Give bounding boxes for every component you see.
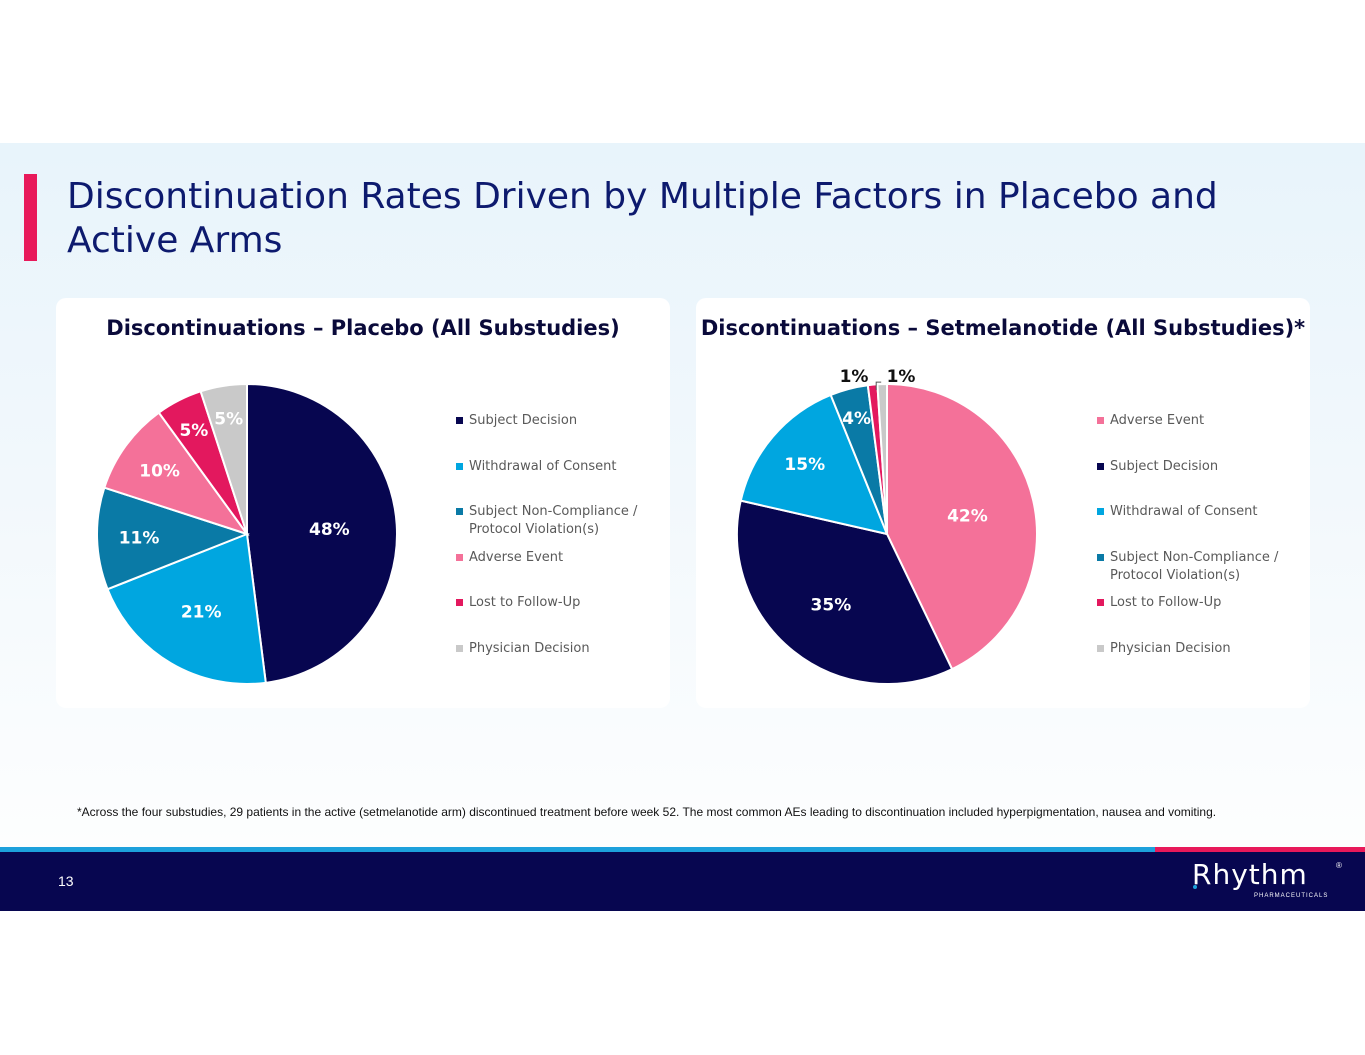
- legend-swatch: [1097, 554, 1104, 561]
- data-label-subject-decision: 48%: [309, 520, 350, 540]
- pie-slice-subject-decision: [246, 382, 398, 684]
- page-number: 13: [58, 873, 74, 889]
- data-label-lost-to-follow-up: 1%: [840, 367, 869, 387]
- legend-label: Physician Decision: [1110, 641, 1231, 656]
- setmelanotide-chart-panel: Discontinuations – Setmelanotide (All Su…: [696, 298, 1310, 708]
- legend-swatch: [1097, 417, 1104, 424]
- pie-slice-withdrawal-of-consent: [106, 532, 267, 685]
- legend-label: Withdrawal of Consent: [469, 459, 617, 474]
- pie-slice-physician-decision: [876, 382, 888, 535]
- data-label-lost-to-follow-up: 5%: [179, 421, 208, 441]
- legend-item-withdrawal-of-consent: Withdrawal of Consent: [456, 458, 656, 476]
- legend-item-lost-to-follow-up: Lost to Follow-Up: [456, 594, 656, 612]
- data-label-withdrawal-of-consent: 21%: [181, 602, 222, 622]
- leader-line: [875, 381, 882, 391]
- legend-swatch: [456, 645, 463, 652]
- setmelanotide-chart-title: Discontinuations – Setmelanotide (All Su…: [700, 316, 1306, 340]
- legend-label: Subject Non-Compliance / Protocol Violat…: [1110, 550, 1279, 583]
- placebo-chart-title: Discontinuations – Placebo (All Substudi…: [106, 316, 620, 340]
- logo-dot-icon: [1193, 885, 1197, 889]
- setmelanotide-pie-chart: 42% 35% 15% 4% 1% 1%: [736, 367, 1038, 685]
- legend-label: Withdrawal of Consent: [1110, 504, 1258, 519]
- data-label-subject-decision: 35%: [811, 595, 852, 615]
- pie-slice-adverse-event: [886, 382, 1038, 671]
- data-label-subject-non-compliance-protocol-violation-s: 4%: [842, 409, 871, 429]
- legend-item-physician-decision: Physician Decision: [1097, 640, 1297, 658]
- pie-slice-subject-non-compliance-protocol-violation-s: [96, 486, 250, 591]
- slide-title: Discontinuation Rates Driven by Multiple…: [67, 176, 1218, 261]
- legend-item-withdrawal-of-consent: Withdrawal of Consent: [1097, 503, 1297, 521]
- legend-label: Subject Non-Compliance / Protocol Violat…: [469, 504, 638, 537]
- footnote: *Across the four substudies, 29 patients…: [77, 805, 1217, 819]
- placebo-chart-panel: Discontinuations – Placebo (All Substudi…: [56, 298, 670, 708]
- legend-swatch: [1097, 463, 1104, 470]
- legend-item-subject-non-compliance-protocol-violation-s: Subject Non-Compliance / Protocol Violat…: [1097, 549, 1297, 585]
- legend-item-physician-decision: Physician Decision: [456, 640, 656, 658]
- data-label-subject-non-compliance-protocol-violation-s: 11%: [119, 528, 160, 548]
- logo-name: Rhythm: [1192, 858, 1308, 891]
- pie-slice-subject-decision: [736, 499, 954, 685]
- pie-slice-adverse-event: [103, 411, 250, 536]
- data-label-withdrawal-of-consent: 15%: [784, 455, 825, 475]
- legend-swatch: [456, 463, 463, 470]
- legend-label: Adverse Event: [469, 550, 564, 565]
- legend-label: Lost to Follow-Up: [469, 595, 581, 610]
- legend-swatch: [1097, 508, 1104, 515]
- data-label-adverse-event: 10%: [139, 462, 180, 482]
- legend-label: Adverse Event: [1110, 413, 1205, 428]
- footer-blue-line: [0, 847, 1155, 852]
- rhythm-logo: Rhythm ® PHARMACEUTICALS: [1192, 859, 1342, 903]
- logo-subtitle: PHARMACEUTICALS: [1254, 893, 1329, 899]
- legend-swatch: [456, 554, 463, 561]
- legend-label: Subject Decision: [1110, 459, 1219, 474]
- legend-item-adverse-event: Adverse Event: [1097, 412, 1297, 430]
- legend-label: Subject Decision: [469, 413, 578, 428]
- logo-registered-mark: ®: [1336, 861, 1342, 870]
- legend-swatch: [456, 508, 463, 515]
- pie-slice-physician-decision: [199, 382, 248, 535]
- slide: Discontinuation Rates Driven by Multiple…: [0, 143, 1365, 911]
- pie-slice-withdrawal-of-consent: [739, 393, 889, 536]
- legend-label: Lost to Follow-Up: [1110, 595, 1222, 610]
- title-accent-bar: [24, 174, 37, 261]
- legend-item-adverse-event: Adverse Event: [456, 549, 656, 567]
- data-label-physician-decision: 5%: [214, 409, 243, 429]
- legend-item-lost-to-follow-up: Lost to Follow-Up: [1097, 594, 1297, 612]
- data-label-adverse-event: 42%: [947, 507, 988, 527]
- legend-item-subject-decision: Subject Decision: [1097, 458, 1297, 476]
- legend-swatch: [456, 417, 463, 424]
- legend-item-subject-decision: Subject Decision: [456, 412, 656, 430]
- legend-item-subject-non-compliance-protocol-violation-s: Subject Non-Compliance / Protocol Violat…: [456, 503, 656, 539]
- legend-swatch: [456, 599, 463, 606]
- legend-label: Physician Decision: [469, 641, 590, 656]
- placebo-pie-chart: 48% 21% 11% 10% 5% 5%: [96, 382, 398, 685]
- legend-swatch: [1097, 599, 1104, 606]
- footer-band: 13 Rhythm ® PHARMACEUTICALS: [0, 847, 1365, 911]
- legend-swatch: [1097, 645, 1104, 652]
- data-label-physician-decision: 1%: [887, 367, 916, 387]
- footer-pink-line: [1155, 847, 1365, 852]
